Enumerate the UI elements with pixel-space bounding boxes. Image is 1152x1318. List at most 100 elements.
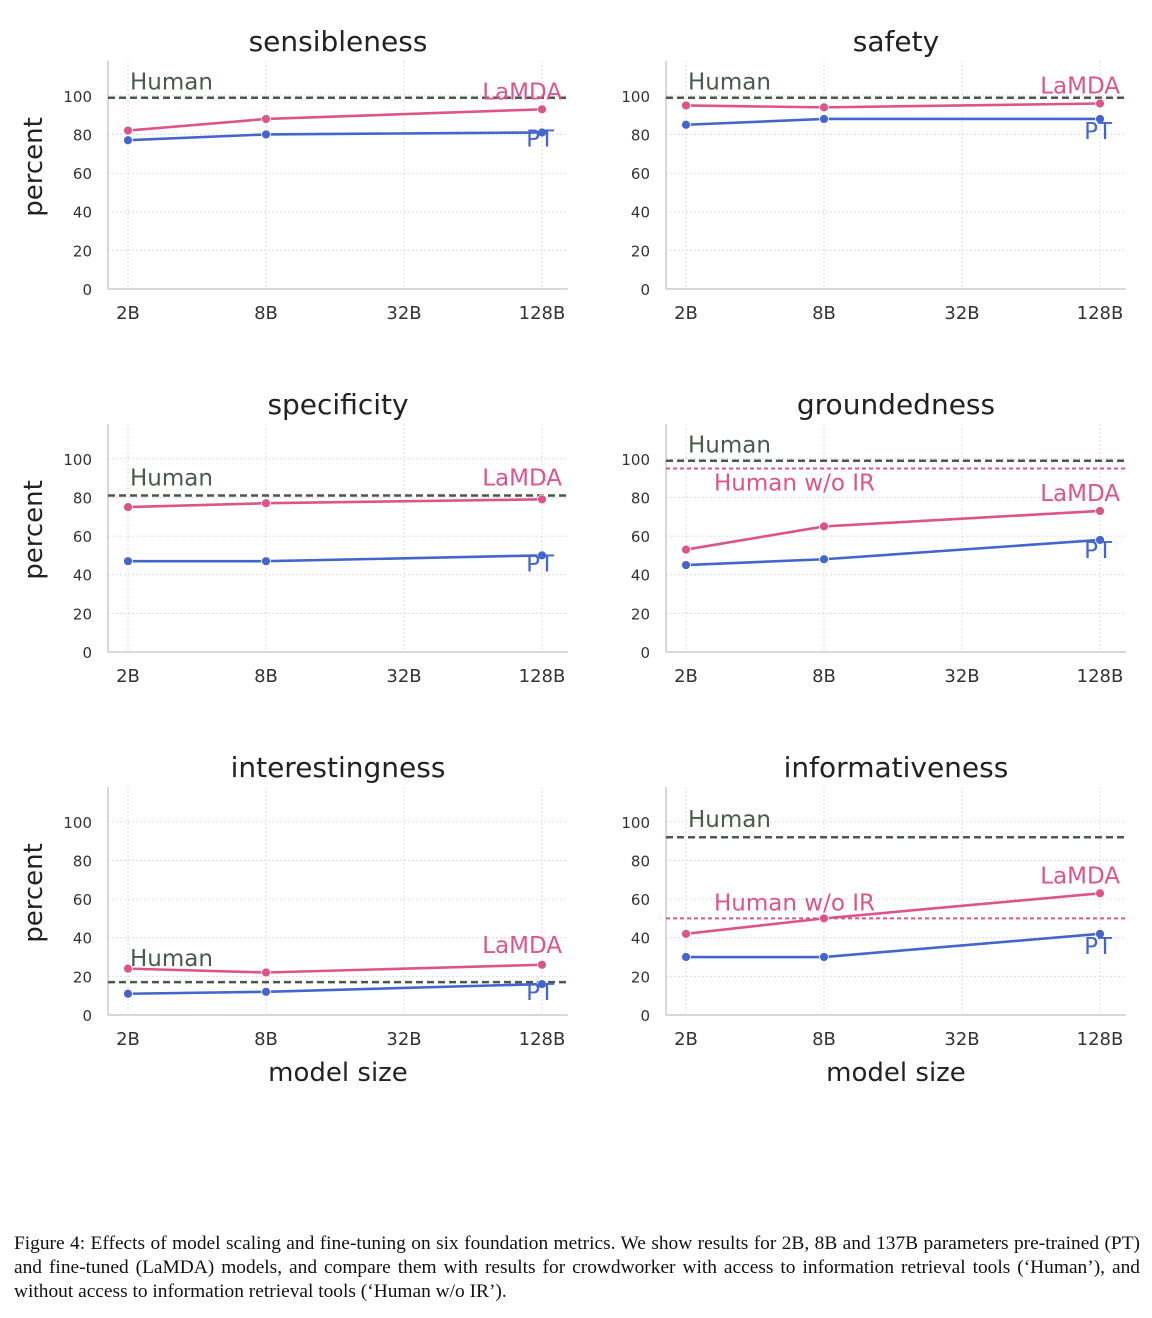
lamda-point xyxy=(261,114,271,124)
y-tick-label: 0 xyxy=(82,1007,92,1025)
pt-label: PT xyxy=(1084,934,1113,960)
x-tick-label: 128B xyxy=(1077,1029,1124,1050)
lamda-point xyxy=(681,100,691,111)
y-tick-label: 100 xyxy=(63,88,92,106)
human-label: Human xyxy=(688,70,771,96)
pt-point xyxy=(1095,928,1105,939)
human-wo-ir-label: Human w/o IR xyxy=(714,470,875,496)
lamda-point xyxy=(1095,506,1105,516)
lamda-series-line xyxy=(127,108,543,132)
y-tick-label: 80 xyxy=(631,852,650,870)
pt-series-line xyxy=(127,982,543,996)
y-tick-label: 20 xyxy=(631,242,650,260)
y-axis-label: percent xyxy=(19,117,49,217)
pt-label: PT xyxy=(526,551,555,577)
pt-point xyxy=(261,129,271,140)
x-tick-label: 128B xyxy=(519,1029,566,1050)
lamda-point xyxy=(819,913,829,924)
chart-title: groundedness xyxy=(797,388,995,421)
y-tick-label: 60 xyxy=(73,891,92,909)
y-tick-label: 20 xyxy=(631,968,650,986)
pt-label: PT xyxy=(526,126,555,152)
lamda-point xyxy=(537,104,547,115)
x-tick-label: 8B xyxy=(254,303,278,324)
pt-label: PT xyxy=(526,980,555,1006)
x-tick-label: 128B xyxy=(1077,666,1124,687)
y-tick-label: 0 xyxy=(82,281,92,299)
x-tick-label: 32B xyxy=(386,1029,421,1050)
x-tick-label: 32B xyxy=(944,1029,979,1050)
x-tick-label: 32B xyxy=(386,666,421,687)
lamda-label: LaMDA xyxy=(1040,863,1120,889)
lamda-point xyxy=(123,502,133,512)
lamda-label: LaMDA xyxy=(482,465,562,491)
x-tick-label: 32B xyxy=(944,303,979,324)
y-tick-label: 80 xyxy=(631,126,650,144)
y-tick-label: 20 xyxy=(73,242,92,260)
y-axis-label: percent xyxy=(19,843,49,943)
pt-point xyxy=(261,986,271,997)
x-tick-label: 8B xyxy=(254,1029,278,1050)
x-tick-label: 8B xyxy=(812,666,836,687)
lamda-point xyxy=(123,963,133,974)
pt-point xyxy=(261,556,271,567)
human-label: Human xyxy=(688,807,771,833)
y-tick-label: 100 xyxy=(63,451,92,469)
y-tick-label: 60 xyxy=(73,165,92,183)
chart-title: informativeness xyxy=(784,751,1009,784)
y-tick-label: 80 xyxy=(73,126,92,144)
lamda-point xyxy=(537,494,547,505)
x-tick-label: 32B xyxy=(386,303,421,324)
lamda-point xyxy=(1095,98,1105,109)
chart-title: interestingness xyxy=(231,751,446,784)
pt-point xyxy=(123,135,133,146)
y-tick-label: 20 xyxy=(73,605,92,623)
x-tick-label: 8B xyxy=(812,303,836,324)
pt-series-line xyxy=(685,538,1101,567)
y-tick-label: 40 xyxy=(73,204,92,222)
pt-point xyxy=(819,952,829,962)
pt-series-line xyxy=(685,117,1101,127)
pt-point xyxy=(681,952,691,962)
y-tick-label: 40 xyxy=(631,567,650,585)
x-tick-label: 128B xyxy=(519,303,566,324)
lamda-label: LaMDA xyxy=(1040,74,1120,100)
y-tick-label: 0 xyxy=(640,281,650,299)
y-tick-label: 20 xyxy=(73,968,92,986)
lamda-label: LaMDA xyxy=(482,933,562,959)
y-tick-label: 40 xyxy=(73,930,92,948)
pt-label: PT xyxy=(1084,119,1113,145)
x-tick-label: 2B xyxy=(674,666,698,687)
pt-label: PT xyxy=(1084,538,1113,564)
y-tick-label: 80 xyxy=(73,489,92,507)
lamda-point xyxy=(261,498,271,509)
pt-point xyxy=(681,560,691,570)
lamda-point xyxy=(681,928,691,939)
pt-point xyxy=(819,554,829,565)
lamda-point xyxy=(261,967,271,978)
pt-point xyxy=(123,556,133,567)
pt-point xyxy=(123,988,133,999)
y-tick-label: 40 xyxy=(631,930,650,948)
x-tick-label: 128B xyxy=(1077,303,1124,324)
y-tick-label: 80 xyxy=(631,489,650,507)
y-tick-label: 0 xyxy=(82,644,92,662)
lamda-series-line xyxy=(685,102,1101,109)
pt-point xyxy=(819,114,829,124)
x-tick-label: 128B xyxy=(519,666,566,687)
pt-series-line xyxy=(127,131,543,142)
y-tick-label: 60 xyxy=(631,891,650,909)
lamda-series-line xyxy=(127,498,543,509)
lamda-point xyxy=(123,125,133,136)
y-tick-label: 100 xyxy=(621,814,650,832)
figure-caption: Figure 4: Effects of model scaling and f… xyxy=(14,1233,1140,1302)
y-tick-label: 100 xyxy=(621,88,650,106)
x-axis-label: model size xyxy=(268,1058,408,1088)
chart-title: specificity xyxy=(267,388,408,421)
human-wo-ir-label: Human w/o IR xyxy=(714,890,875,916)
y-tick-label: 40 xyxy=(631,204,650,222)
x-tick-label: 2B xyxy=(116,666,140,687)
human-label: Human xyxy=(130,70,213,96)
lamda-point xyxy=(819,102,829,113)
chart-title: sensibleness xyxy=(249,25,428,58)
